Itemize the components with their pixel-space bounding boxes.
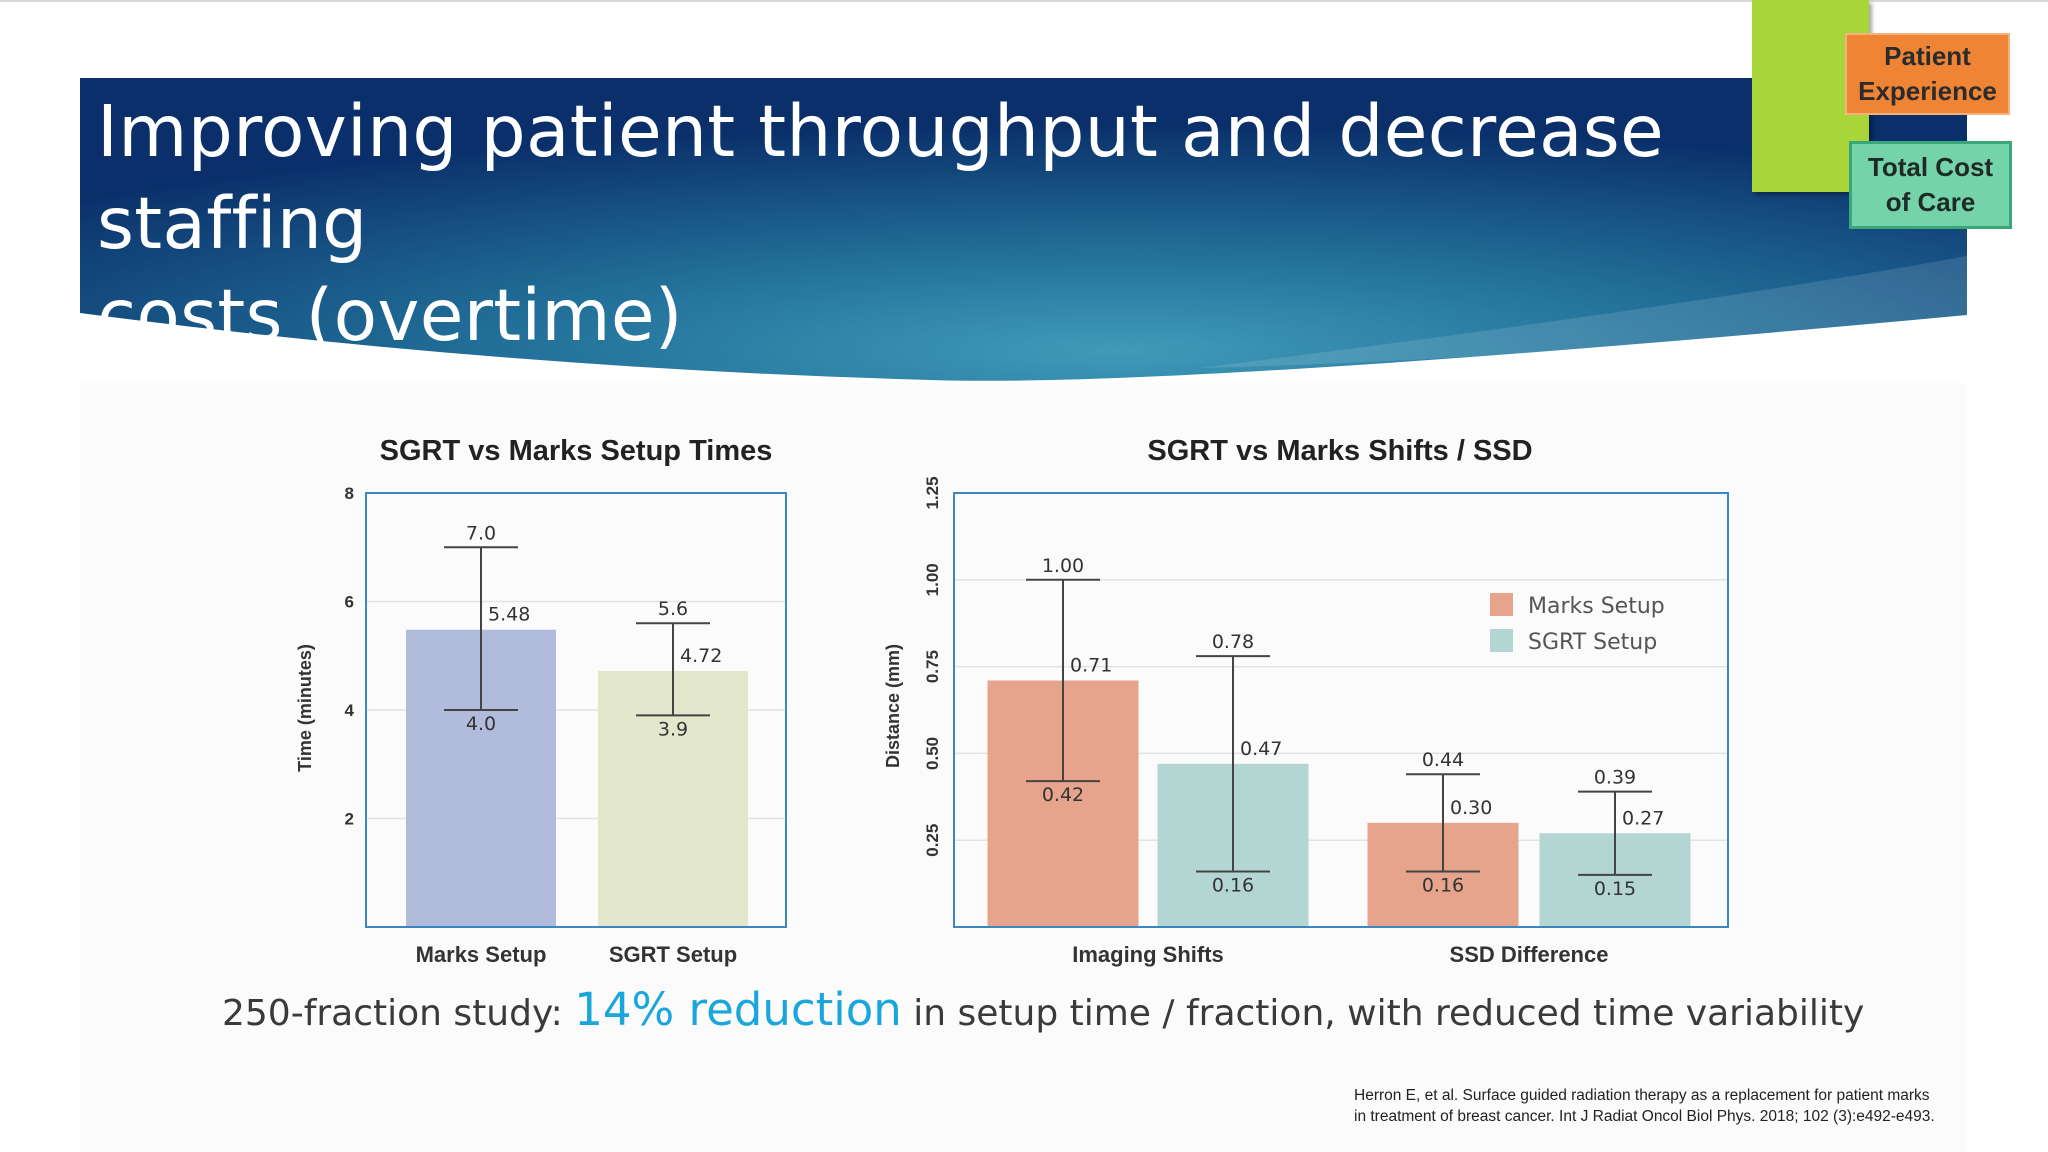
title-banner: [80, 78, 1967, 381]
chart2-y-tick-label: 0.75: [923, 650, 942, 683]
chart1-title: SGRT vs Marks Setup Times: [380, 435, 773, 467]
chart2-err-low-label: 0.16: [1212, 874, 1254, 896]
chart2-err-low-label: 0.42: [1042, 784, 1084, 806]
chart1-y-tick-label: 8: [345, 484, 354, 503]
citation-line-2: in treatment of breast cancer. Int J Rad…: [1354, 1108, 1935, 1125]
chart1-x-label: Marks Setup: [416, 942, 547, 967]
chart2-x-label: Imaging Shifts: [1072, 942, 1224, 967]
legend-swatch-marks: [1490, 593, 1513, 616]
legend-label-sgrt: SGRT Setup: [1528, 630, 1657, 655]
chart1-ylabel: Time (minutes): [295, 644, 315, 772]
chart2-y-tick-label: 1.00: [923, 563, 942, 596]
chart2-y-tick-label: 1.25: [923, 476, 942, 509]
chart1-err-low-label: 3.9: [658, 718, 688, 740]
chart2-value-label: 0.71: [1070, 654, 1112, 676]
chart2-err-low-label: 0.15: [1594, 878, 1636, 900]
top-rule: [0, 0, 2048, 2]
chart2-x-label: SSD Difference: [1450, 942, 1609, 967]
chart2-err-high-label: 0.39: [1594, 767, 1636, 789]
citation-line-1: Herron E, et al. Surface guided radiatio…: [1354, 1087, 1930, 1104]
chart1-value-label: 4.72: [680, 645, 722, 667]
legend-label-marks: Marks Setup: [1528, 594, 1665, 619]
slide-title: Improving patient throughput and decreas…: [97, 86, 1857, 362]
citation: Herron E, et al. Surface guided radiatio…: [1354, 1085, 2034, 1127]
chart2-y-tick-label: 0.50: [923, 737, 942, 770]
chart1-x-labels: Marks Setup SGRT Setup: [416, 942, 738, 967]
caption: 250-fraction study: 14% reduction in set…: [222, 983, 1872, 1036]
chart2-err-high-label: 0.44: [1422, 749, 1464, 771]
chart2-legend: Marks Setup SGRT Setup: [1490, 593, 1665, 655]
chart2-plot-frame: [953, 492, 1729, 928]
chart1-err-high-label: 5.6: [658, 598, 688, 620]
chart2-y-ticks: 0.25 0.50 0.75 1.00 1.25: [923, 476, 942, 856]
chart1-bars: 7.0 4.0 5.48 5.6 3.9 4.72: [406, 522, 748, 927]
title-line-1: Improving patient throughput and decreas…: [97, 90, 1665, 265]
chart1-y-tick-label: 2: [345, 810, 354, 829]
chart1-plot-frame: [365, 492, 787, 928]
chart2-y-tick-label: 0.25: [923, 824, 942, 857]
caption-prefix: 250-fraction study:: [222, 993, 575, 1034]
chart2-title: SGRT vs Marks Shifts / SSD: [1147, 435, 1532, 467]
chart2-value-label: 0.30: [1450, 797, 1492, 819]
chart2-err-low-label: 0.16: [1422, 874, 1464, 896]
chart1-err-low-label: 4.0: [466, 713, 496, 735]
chart2-err-high-label: 0.78: [1212, 631, 1254, 653]
chart1-y-tick-label: 6: [345, 593, 354, 612]
caption-suffix: in setup time / fraction, with reduced t…: [901, 993, 1865, 1034]
title-line-2: costs (overtime): [97, 274, 683, 357]
total-cost-of-care-tag: Total Cost of Care: [1849, 141, 2012, 229]
chart2-value-label: 0.47: [1240, 738, 1282, 760]
legend-swatch-sgrt: [1490, 629, 1513, 652]
chart1-value-label: 5.48: [488, 604, 530, 626]
chart2-x-labels: Imaging Shifts SSD Difference: [1072, 942, 1608, 967]
caption-highlight: 14% reduction: [574, 983, 902, 1036]
chart1-y-ticks: 2 4 6 8: [345, 484, 355, 829]
chart2-bars: 1.00 0.42 0.71 0.78 0.16 0.47 0.44 0.16 0.30 0.39…: [987, 555, 1691, 927]
patient-experience-tag: Patient Experience: [1845, 33, 2010, 115]
chart2-ylabel: Distance (mm): [883, 644, 903, 768]
chart1-x-label: SGRT Setup: [609, 942, 737, 967]
chart2-err-high-label: 1.00: [1042, 555, 1084, 577]
chart2-value-label: 0.27: [1622, 807, 1664, 829]
chart1-err-high-label: 7.0: [466, 522, 496, 544]
chart1-y-tick-label: 4: [345, 701, 355, 720]
